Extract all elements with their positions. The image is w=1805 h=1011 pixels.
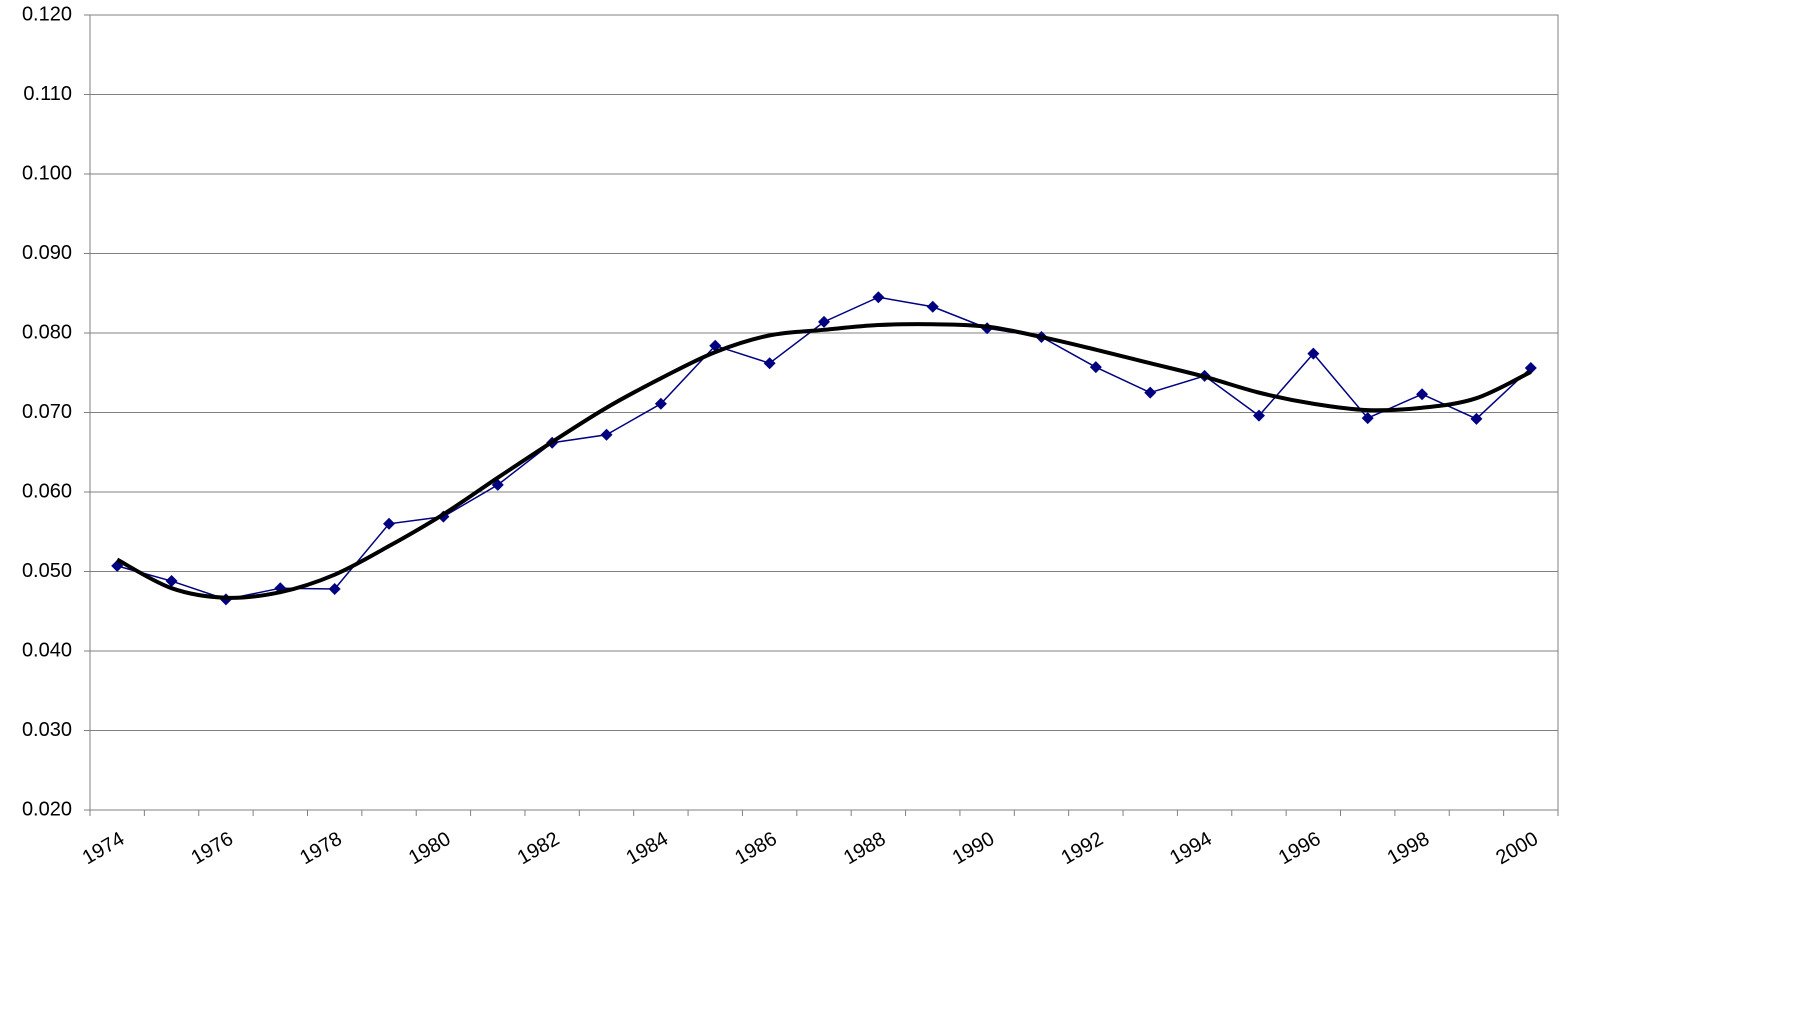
y-tick-label: 0.070 [22, 401, 72, 423]
y-tick-label: 0.090 [22, 242, 72, 264]
marker [1089, 361, 1102, 374]
y-tick-label: 0.050 [22, 560, 72, 582]
marker [872, 291, 885, 304]
x-tick-label: 1992 [1057, 828, 1107, 869]
y-tick-label: 0.040 [22, 639, 72, 661]
x-tick-label: 1974 [79, 828, 129, 869]
x-tick-label: 1984 [622, 828, 672, 869]
x-tick-label: 1998 [1384, 828, 1434, 869]
x-tick-label: 1980 [405, 828, 455, 869]
marker [818, 315, 830, 328]
x-tick-label: 1978 [296, 828, 346, 869]
marker [1144, 386, 1157, 399]
marker [1252, 409, 1265, 422]
x-tick-label: 1996 [1275, 828, 1325, 869]
x-tick-label: 1982 [514, 828, 564, 869]
y-tick-label: 0.100 [22, 162, 72, 184]
marker [926, 300, 939, 313]
x-tick-label: 1990 [949, 828, 999, 869]
y-tick-label: 0.030 [22, 719, 72, 741]
y-tick-label: 0.110 [23, 83, 72, 105]
x-tick-label: 1986 [731, 828, 781, 869]
y-tick-label: 0.020 [22, 798, 72, 820]
x-tick-label: 1988 [840, 828, 890, 869]
trend-line [116, 322, 1532, 600]
marker [1524, 361, 1537, 374]
y-tick-label: 0.080 [22, 321, 72, 343]
marker [1361, 412, 1374, 425]
x-tick-label: 1976 [188, 828, 238, 869]
marker [328, 582, 341, 595]
marker [709, 339, 722, 352]
marker [1470, 412, 1483, 425]
y-tick-label: 0.060 [22, 480, 72, 502]
x-tick-label: 2000 [1492, 828, 1542, 869]
x-tick-label: 1994 [1166, 828, 1216, 869]
marker [383, 517, 396, 530]
y-tick-label: 0.120 [22, 3, 72, 25]
marker [1307, 347, 1320, 360]
marker [600, 428, 613, 441]
marker [654, 397, 667, 410]
marker [1416, 388, 1429, 401]
marker [763, 357, 776, 370]
marker [165, 575, 178, 588]
